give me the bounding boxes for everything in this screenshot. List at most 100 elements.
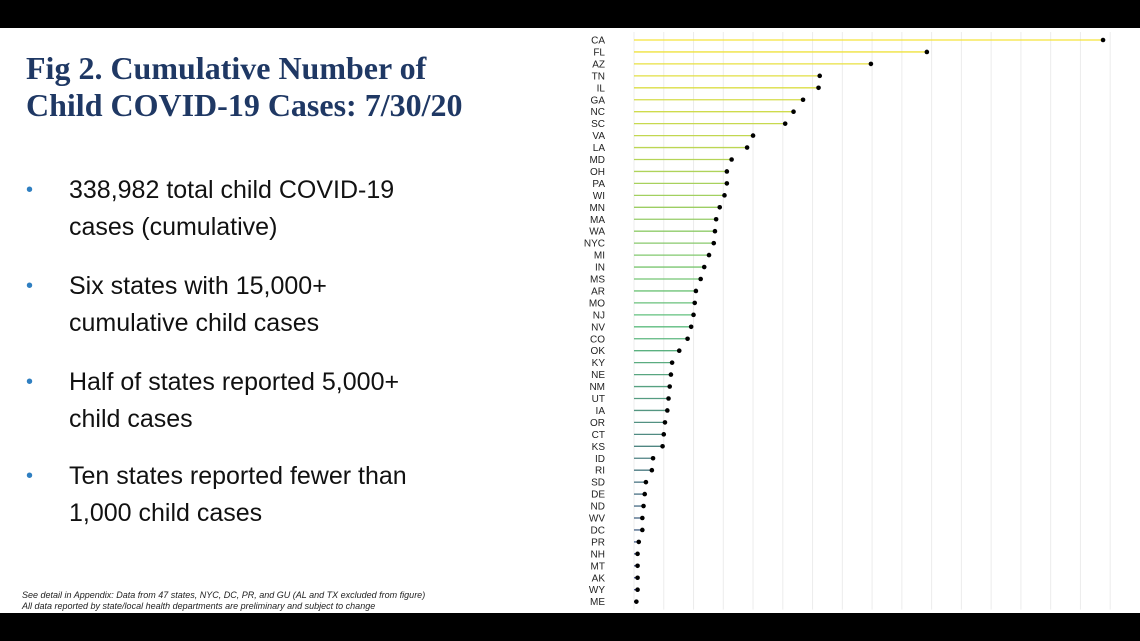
lollipop-ga: GA [591, 95, 806, 106]
lollipop-dot [712, 228, 718, 234]
lollipop-ri: RI [595, 466, 655, 477]
category-label: LA [593, 143, 606, 154]
category-label: VA [592, 131, 605, 142]
lollipop-dot [750, 133, 756, 138]
lollipop-dot [791, 109, 796, 114]
lollipop-il: IL [597, 83, 821, 94]
lollipop-dot [667, 384, 673, 389]
lollipop-ky: KY [592, 358, 675, 369]
category-label: MS [590, 275, 605, 286]
lollipop-dot [636, 539, 642, 545]
footnote-line-2: All data reported by state/local health … [22, 601, 376, 611]
category-label: FL [593, 47, 605, 58]
bullet-dot-icon: • [26, 371, 34, 393]
lollipop-dot [676, 348, 682, 354]
category-label: TN [592, 71, 605, 82]
category-label: PA [592, 179, 605, 190]
category-label: OK [591, 346, 606, 357]
category-label: NJ [593, 310, 605, 321]
lollipop-dot [1100, 37, 1106, 43]
category-label: IA [596, 406, 606, 417]
lollipop-dot [782, 121, 788, 126]
category-label: ME [590, 597, 605, 608]
lollipop-dot [713, 216, 719, 222]
lollipop-dot [669, 360, 675, 365]
lollipop-ok: OK [591, 346, 682, 357]
category-label: NE [591, 370, 605, 381]
lollipop-ia: IA [596, 406, 670, 417]
category-label: WV [589, 514, 605, 525]
lollipop-ma: MA [590, 215, 719, 226]
lollipop-dot [688, 324, 694, 330]
lollipop-sd: SD [591, 478, 649, 489]
category-label: MA [590, 215, 605, 226]
lollipop-id: ID [595, 454, 656, 465]
category-label: KS [592, 442, 606, 453]
lollipop-me: ME [590, 597, 639, 608]
lollipop-ca: CA [591, 36, 1106, 47]
bullet-total-cases: • 338,982 total child COVID-19 cases (cu… [26, 172, 496, 246]
lollipop-dot [665, 408, 670, 413]
bullet-text-line-2: 1,000 child cases [69, 499, 263, 527]
category-label: PR [591, 537, 605, 548]
lollipop-nh: NH [591, 549, 640, 560]
lollipop-dot [816, 85, 821, 91]
lollipop-dot [729, 157, 734, 162]
lollipop-dot [691, 312, 696, 318]
category-label: DC [591, 525, 605, 536]
lollipop-ne: NE [591, 370, 674, 381]
lollipop-dot [868, 61, 874, 67]
lollipop-dot [642, 491, 648, 497]
category-label: AZ [592, 59, 605, 70]
lollipop-la: LA [593, 143, 750, 154]
bullet-half-states: • Half of states reported 5,000+ child c… [26, 364, 496, 438]
lollipop-tn: TN [592, 71, 823, 82]
category-label: DE [591, 490, 605, 501]
lollipop-chart: CA FL AZ TN IL GA NC SC VA LA MD OH PA WI MN MA WA NYC MI I… [560, 28, 1140, 613]
category-label: GA [591, 95, 606, 106]
category-label: CT [592, 430, 605, 441]
lollipop-dot [800, 97, 806, 103]
lollipop-wy: WY [589, 585, 640, 596]
footnote-line-1: See detail in Appendix: Data from 47 sta… [22, 590, 426, 600]
lollipop-dot [635, 587, 640, 592]
category-label: KY [592, 358, 606, 369]
bullet-text-line-2: cumulative child cases [69, 309, 320, 337]
lollipop-md: MD [589, 155, 734, 166]
lollipop-dot [693, 288, 699, 294]
category-label: MN [589, 203, 605, 214]
lollipop-dot [692, 300, 698, 306]
title-line-2: Child COVID-19 Cases: 7/30/20 [26, 87, 463, 123]
lollipop-dot [666, 396, 671, 401]
lollipop-in: IN [595, 263, 707, 274]
lollipop-dot [643, 479, 649, 485]
lollipop-nj: NJ [593, 310, 696, 321]
lollipop-dot [640, 515, 645, 521]
lollipop-pa: PA [592, 179, 730, 190]
footnote: See detail in Appendix: Data from 47 sta… [22, 590, 542, 612]
lollipop-dot [685, 336, 690, 342]
lollipop-dot [698, 276, 703, 282]
bullet-list: • 338,982 total child COVID-19 cases (cu… [26, 172, 496, 532]
category-label: ID [595, 454, 605, 465]
category-label: IL [597, 83, 606, 94]
category-label: NYC [584, 239, 605, 250]
lollipop-fl: FL [593, 47, 930, 58]
bullet-dot-icon: • [26, 465, 34, 487]
category-label: CO [590, 334, 605, 345]
lollipop-mi: MI [594, 251, 712, 262]
category-label: SD [591, 478, 605, 489]
lollipop-dot [717, 205, 723, 210]
lollipop-wa: WA [589, 227, 718, 238]
category-label: NM [589, 382, 605, 393]
category-label: UT [592, 394, 605, 405]
lollipop-pr: PR [591, 537, 642, 548]
lollipop-dot [640, 527, 645, 533]
title-line-1: Fig 2. Cumulative Number of [26, 50, 427, 86]
lollipop-nv: NV [591, 322, 694, 333]
category-label: AR [591, 286, 605, 297]
bullet-ten-states: • Ten states reported fewer than 1,000 c… [26, 458, 496, 532]
lollipop-or: OR [590, 418, 668, 429]
chart-svg: CAFLAZTNILGANCSCVALAMDOHPAWIMNMAWANYCMII… [584, 32, 1111, 610]
lollipop-ak: AK [592, 573, 640, 584]
